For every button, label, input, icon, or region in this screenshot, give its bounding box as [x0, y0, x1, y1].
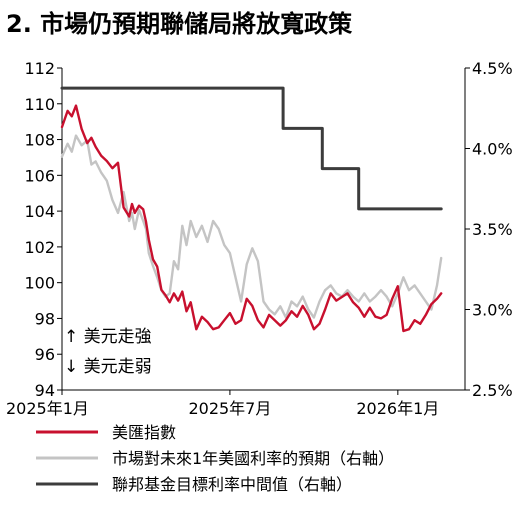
left-tick-label: 112: [24, 59, 55, 78]
rate-expectation-line: [60, 134, 443, 319]
fed-funds-target-line: [60, 86, 443, 211]
left-tick-label: 94: [35, 381, 55, 400]
annotations: ↑ 美元走強 ↓ 美元走弱: [64, 327, 152, 377]
right-tick-label: 2.5%: [472, 381, 513, 400]
usd-index-line: [60, 104, 443, 333]
left-tick-label: 96: [35, 345, 55, 364]
right-tick-label: 4.0%: [472, 140, 513, 159]
x-tick-label: 2025年1月: [6, 399, 89, 418]
annotation-dollar-strong: ↑ 美元走強: [64, 327, 152, 347]
right-tick-label: 3.5%: [472, 220, 513, 239]
left-tick-label: 102: [24, 238, 55, 257]
left-tick-label: 110: [24, 95, 55, 114]
left-tick-label: 106: [24, 166, 55, 185]
right-tick-label: 4.5%: [472, 59, 513, 78]
left-tick-label: 100: [24, 274, 55, 293]
chart-title: 2. 市場仍預期聯儲局將放寬政策: [6, 10, 353, 38]
left-tick-label: 104: [24, 202, 55, 221]
annotation-dollar-weak: ↓ 美元走弱: [64, 357, 152, 377]
x-tick-label: 2025年7月: [188, 399, 271, 418]
right-tick-label: 3.0%: [472, 301, 513, 320]
left-tick-label: 108: [24, 131, 55, 150]
legend-fed-funds-target-label: 聯邦基金目標利率中間值（右軸）: [112, 475, 352, 494]
axes: 94 96 98 100 102 104 106 108 110 112 2.5% 3.0% 3.5% 4…: [6, 59, 513, 418]
x-tick-label: 2026年1月: [356, 399, 439, 418]
legend-usd-index-label: 美匯指數: [112, 423, 176, 442]
left-tick-label: 98: [35, 309, 55, 328]
legend-rate-expectation-label: 市場對未來1年美國利率的預期（右軸）: [112, 449, 394, 468]
series-layer: [60, 86, 443, 333]
